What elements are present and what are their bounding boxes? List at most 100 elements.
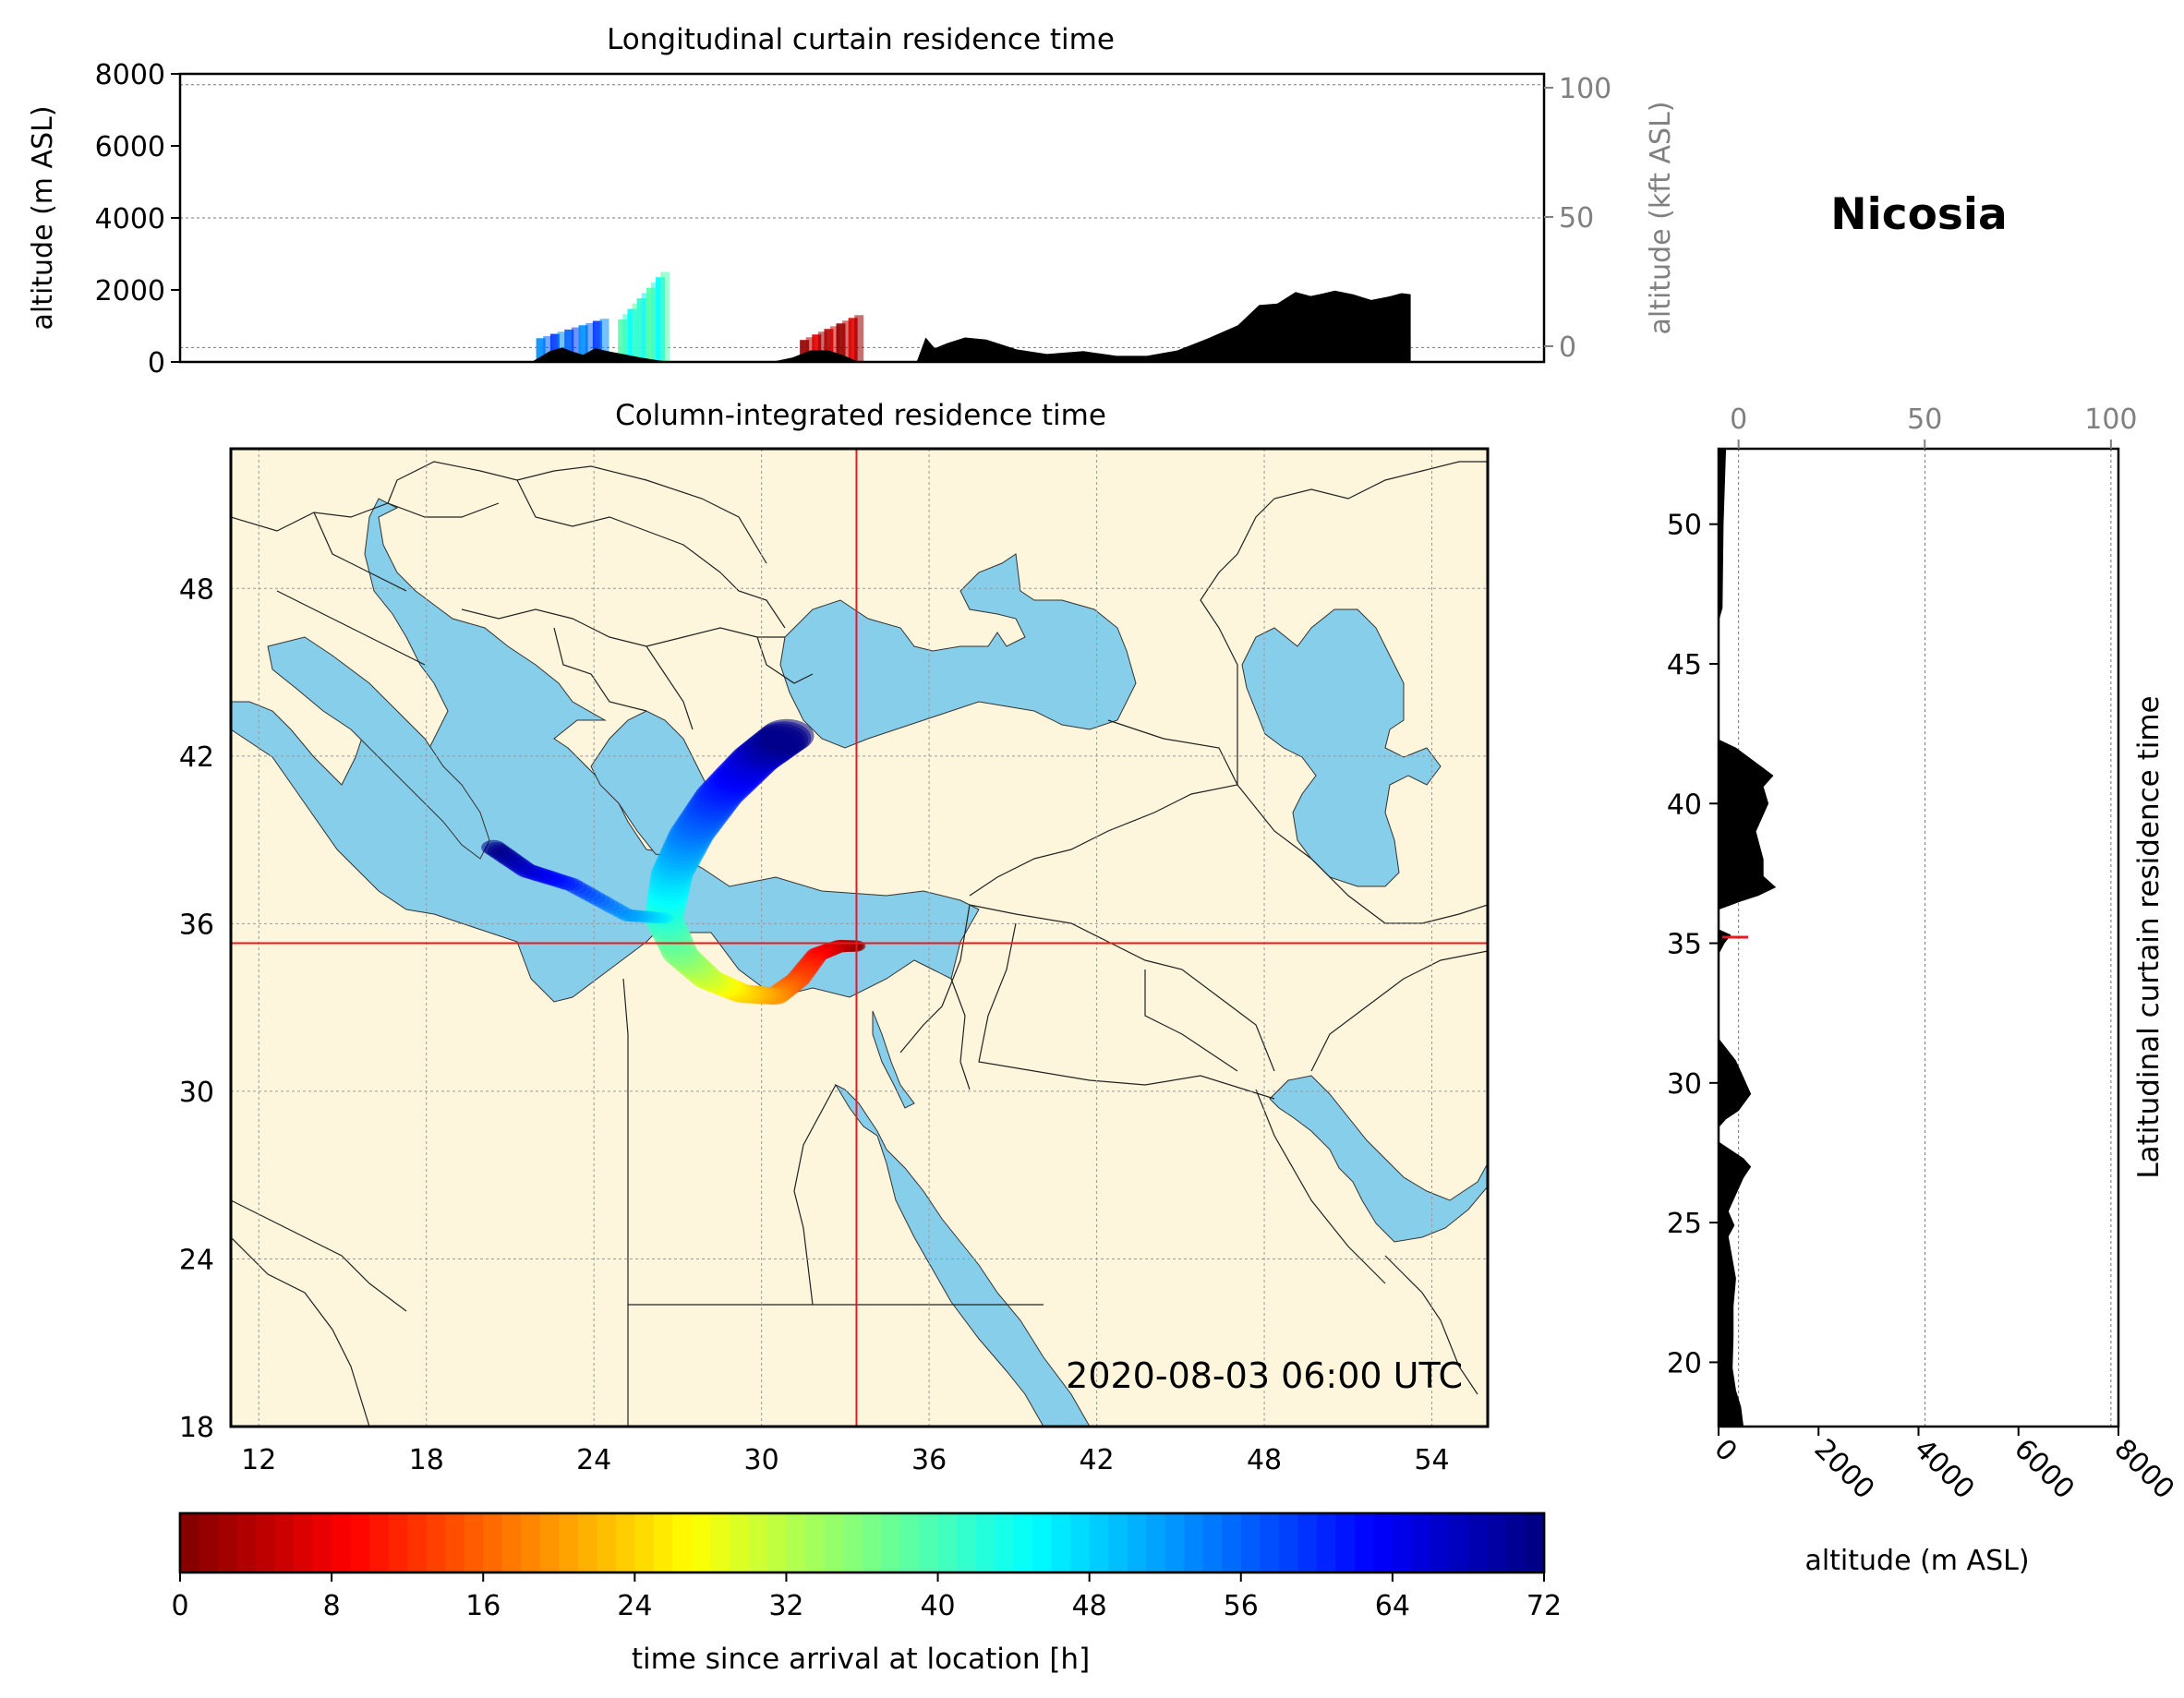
top-plume-streak — [549, 333, 560, 362]
top-plume-streak — [536, 338, 546, 362]
map-longitude-axis: 12 18 24 30 36 42 48 54 — [241, 1444, 1449, 1476]
top-plume-streak — [829, 326, 839, 362]
colorbar-band — [1335, 1513, 1356, 1572]
map-lat-tick-label: 36 — [179, 909, 214, 941]
colorbar-band — [350, 1513, 370, 1572]
side-lat-tick-label: 35 — [1667, 929, 1702, 961]
longitudinal-curtain-panel: Longitudinal curtain residence time 0 200… — [27, 23, 1677, 379]
top-plume-streak — [805, 337, 815, 362]
top-left-tick-label: 6000 — [95, 131, 165, 163]
colorbar-band — [1467, 1513, 1488, 1572]
colorbar-band — [332, 1513, 352, 1572]
side-top-tick-label: 0 — [1730, 403, 1747, 436]
map-lat-tick-label: 18 — [179, 1412, 214, 1444]
map-gridlines — [231, 449, 1488, 1427]
column-integrated-map-panel: Column-integrated residence time — [179, 399, 1490, 1476]
colorbar-tick-label: 40 — [920, 1590, 955, 1622]
side-lat-tick-label: 50 — [1667, 510, 1702, 542]
map-lon-tick-label: 24 — [576, 1444, 611, 1476]
latitudinal-curtain-panel: 0 2000 4000 6000 8000 0 50 100 20253035404550 … — [1667, 403, 2180, 1577]
colorbar-band — [539, 1513, 560, 1572]
top-plume-streak — [564, 329, 574, 362]
colorbar-band — [426, 1513, 446, 1572]
map-lon-tick-label: 54 — [1414, 1444, 1449, 1476]
adriatic-sea — [267, 636, 490, 860]
map-lat-tick-label: 48 — [179, 573, 214, 606]
colorbar-band — [236, 1513, 257, 1572]
side-bottom-tick-label: 8000 — [2107, 1433, 2180, 1506]
top-plume-segments — [536, 271, 864, 362]
colorbar-ticks: 0 8 16 24 32 40 48 56 64 72 — [171, 1572, 1562, 1622]
colorbar-band — [256, 1513, 276, 1572]
site-name: Nicosia — [1830, 189, 2007, 240]
colorbar-band — [407, 1513, 428, 1572]
colorbar-band — [995, 1513, 1015, 1572]
top-plume-streak — [627, 308, 637, 362]
caspian-sea — [1241, 608, 1442, 887]
side-panel-frame — [1717, 447, 2120, 1428]
top-plume-streak — [585, 322, 596, 362]
colorbar-band — [1449, 1513, 1469, 1572]
top-plume-streak — [636, 298, 646, 362]
colorbar-band — [786, 1513, 806, 1572]
colorbar-band — [748, 1513, 768, 1572]
colorbar-tick-label: 8 — [323, 1590, 341, 1622]
colorbar-band — [369, 1513, 390, 1572]
top-plume-streak — [854, 315, 864, 362]
colorbar-band — [1032, 1513, 1053, 1572]
side-lat-tick-label: 30 — [1667, 1068, 1702, 1101]
colorbar-band — [1430, 1513, 1450, 1572]
colorbar-band — [672, 1513, 693, 1572]
colorbar-band — [975, 1513, 995, 1572]
colorbar-band — [1184, 1513, 1204, 1572]
side-lat-tick-label: 40 — [1667, 789, 1702, 821]
plume-dot — [481, 839, 506, 856]
colorbar-band — [1222, 1513, 1242, 1572]
colorbar-band — [1278, 1513, 1298, 1572]
top-plume-streak — [641, 293, 651, 362]
colorbar-band — [766, 1513, 787, 1572]
side-panel-title: Latitudinal curtain residence time — [2132, 695, 2166, 1178]
colorbar-band — [1354, 1513, 1374, 1572]
colorbar-tick-label: 32 — [768, 1590, 803, 1622]
colorbar-band — [1506, 1513, 1526, 1572]
colorbar-frame — [178, 1511, 1546, 1574]
colorbar-band — [1392, 1513, 1412, 1572]
colorbar-band — [312, 1513, 332, 1572]
top-left-tick-label: 0 — [148, 347, 165, 379]
top-plume-streak — [557, 331, 567, 362]
colorbar-band — [1202, 1513, 1223, 1572]
colorbar-band — [1108, 1513, 1128, 1572]
gulf-of-suez — [872, 1010, 915, 1109]
top-plume-streak — [632, 303, 642, 362]
top-plume-streak — [800, 340, 810, 362]
map-lon-tick-label: 42 — [1079, 1444, 1114, 1476]
side-bottom-axis: 0 2000 4000 6000 8000 — [1707, 1427, 2180, 1506]
colorbar-band — [615, 1513, 635, 1572]
top-plume-streak — [656, 277, 666, 362]
colorbar-band — [521, 1513, 541, 1572]
colorbar-band — [1297, 1513, 1318, 1572]
map-latitude-axis: 18 24 30 36 42 48 — [179, 573, 214, 1444]
colorbar-band — [919, 1513, 939, 1572]
top-plume-streak — [812, 334, 822, 362]
colorbar-band — [1411, 1513, 1431, 1572]
colorbar-band — [691, 1513, 711, 1572]
top-right-tick-label: 0 — [1559, 331, 1576, 364]
colorbar-band — [597, 1513, 617, 1572]
colorbar-band — [937, 1513, 958, 1572]
colorbar-band — [824, 1513, 844, 1572]
colorbar-band — [843, 1513, 863, 1572]
colorbar-tick-label: 64 — [1375, 1590, 1410, 1622]
side-lat-tick-label: 25 — [1667, 1208, 1702, 1240]
colorbar-tick-label: 16 — [465, 1590, 501, 1622]
colorbar-band — [1525, 1513, 1545, 1572]
map-lat-tick-label: 30 — [179, 1077, 214, 1109]
map-water-bodies — [231, 498, 1488, 1427]
top-plume-streak — [578, 325, 588, 362]
colorbar-band — [180, 1513, 200, 1572]
colorbar-band — [881, 1513, 901, 1572]
top-right-axis: 0 50 100 — [1544, 73, 1611, 364]
side-bottom-tick-label: 6000 — [2008, 1433, 2081, 1506]
timestamp-label: 2020-08-03 06:00 UTC — [1066, 1355, 1463, 1396]
